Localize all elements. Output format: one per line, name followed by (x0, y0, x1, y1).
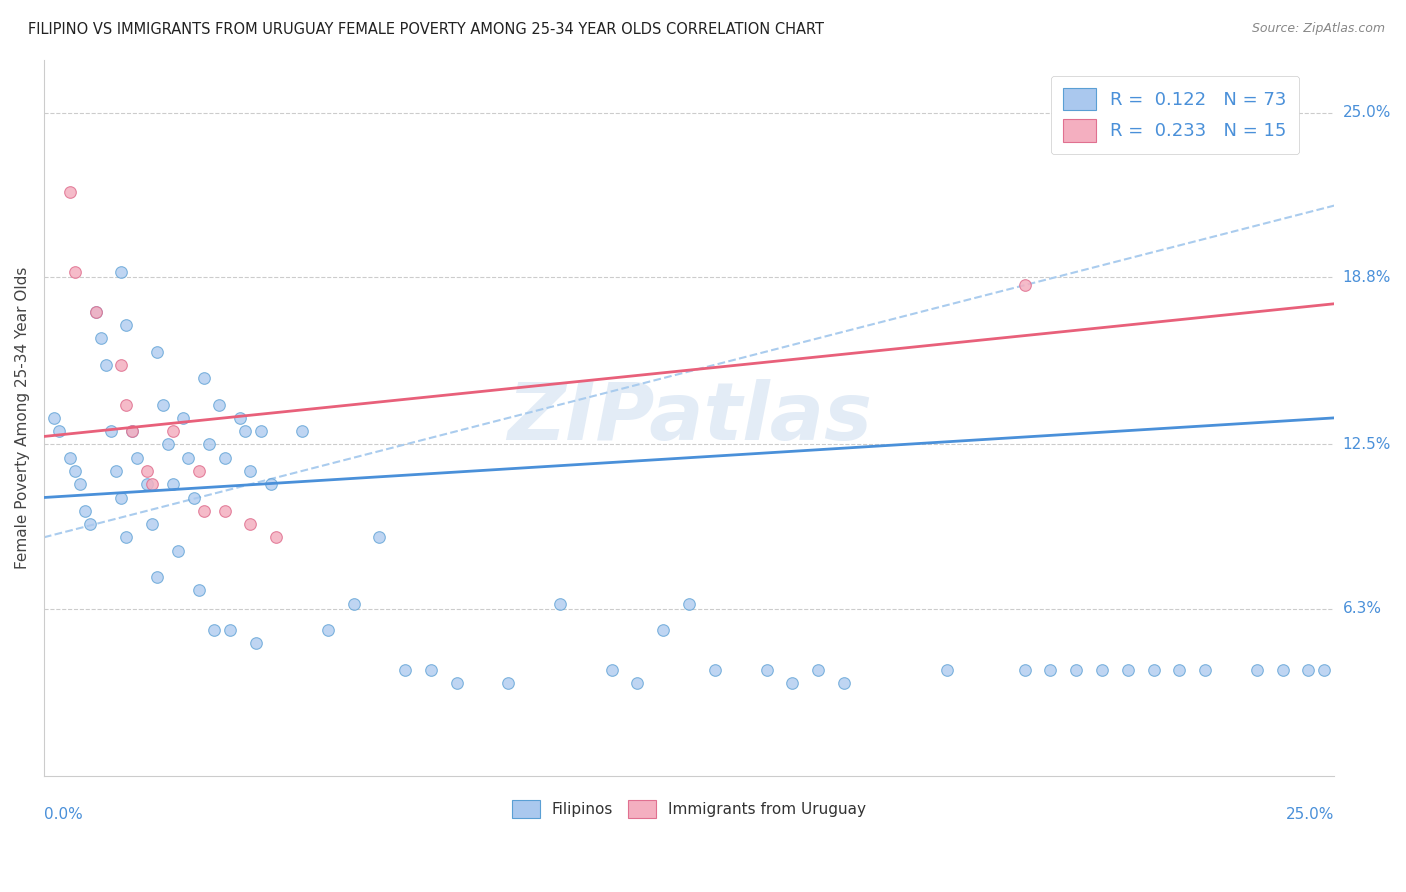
Point (152, 398, 174, 412)
Point (115, 530, 138, 544)
Point (136, 464, 159, 478)
Point (59, 186, 82, 200)
Point (233, 424, 256, 438)
Point (1014, 278, 1036, 293)
Point (678, 597, 700, 611)
Point (59, 450, 82, 465)
Legend: Filipinos, Immigrants from Uruguay: Filipinos, Immigrants from Uruguay (505, 792, 873, 826)
Point (498, 676, 520, 690)
Point (703, 663, 725, 677)
Text: 12.5%: 12.5% (1343, 437, 1391, 452)
Text: 18.8%: 18.8% (1343, 269, 1391, 285)
Point (316, 624, 339, 638)
Point (342, 597, 364, 611)
Point (84, 304, 107, 318)
Point (121, 424, 143, 438)
Text: 6.3%: 6.3% (1343, 601, 1382, 616)
Point (1064, 663, 1087, 677)
Point (162, 424, 184, 438)
Y-axis label: Female Poverty Among 25-34 Year Olds: Female Poverty Among 25-34 Year Olds (15, 267, 30, 569)
Text: FILIPINO VS IMMIGRANTS FROM URUGUAY FEMALE POVERTY AMONG 25-34 YEAR OLDS CORRELA: FILIPINO VS IMMIGRANTS FROM URUGUAY FEMA… (28, 22, 824, 37)
Point (1168, 663, 1191, 677)
Point (90, 331, 112, 345)
Point (249, 424, 271, 438)
Point (239, 464, 262, 478)
Point (146, 344, 169, 359)
Point (177, 450, 200, 465)
Point (183, 491, 205, 505)
Point (110, 265, 132, 279)
Point (94, 358, 117, 372)
Point (63, 265, 86, 279)
Point (652, 624, 675, 638)
Point (782, 676, 804, 690)
Point (368, 530, 391, 544)
Point (208, 398, 231, 412)
Point (1298, 663, 1320, 677)
Point (48, 424, 70, 438)
Point (420, 663, 443, 677)
Point (755, 663, 778, 677)
Point (100, 424, 122, 438)
Point (214, 450, 236, 465)
Point (110, 358, 132, 372)
Point (239, 516, 262, 531)
Point (1194, 663, 1216, 677)
Point (1271, 663, 1294, 677)
Point (260, 477, 283, 491)
Point (105, 464, 128, 478)
Point (69, 477, 91, 491)
Point (63, 464, 86, 478)
Point (832, 676, 855, 690)
Point (121, 424, 143, 438)
Point (1313, 663, 1336, 677)
Point (264, 530, 287, 544)
Point (141, 516, 163, 531)
Point (245, 636, 267, 650)
Point (115, 318, 138, 332)
Point (1039, 663, 1062, 677)
Point (394, 663, 416, 677)
Point (115, 398, 138, 412)
Point (198, 437, 221, 451)
Point (136, 477, 159, 491)
Point (172, 410, 194, 425)
Point (548, 597, 571, 611)
Text: 25.0%: 25.0% (1343, 105, 1391, 120)
Point (218, 624, 240, 638)
Point (1014, 663, 1036, 677)
Point (141, 477, 163, 491)
Point (162, 477, 184, 491)
Point (229, 410, 252, 425)
Point (193, 504, 215, 518)
Point (807, 663, 830, 677)
Point (156, 437, 179, 451)
Point (202, 624, 225, 638)
Point (1246, 663, 1268, 677)
Text: ZIPatlas: ZIPatlas (506, 379, 872, 457)
Point (446, 676, 468, 690)
Point (600, 663, 623, 677)
Point (1143, 663, 1166, 677)
Point (214, 504, 236, 518)
Text: 25.0%: 25.0% (1286, 806, 1334, 822)
Point (79, 516, 101, 531)
Point (291, 424, 314, 438)
Text: 0.0%: 0.0% (44, 806, 83, 822)
Point (75, 504, 97, 518)
Point (936, 663, 959, 677)
Point (110, 491, 132, 505)
Point (1116, 663, 1139, 677)
Point (125, 450, 148, 465)
Point (44, 410, 66, 425)
Point (167, 543, 190, 558)
Point (187, 583, 209, 598)
Text: Source: ZipAtlas.com: Source: ZipAtlas.com (1251, 22, 1385, 36)
Point (187, 464, 209, 478)
Point (146, 570, 169, 584)
Point (1091, 663, 1114, 677)
Point (193, 371, 215, 385)
Point (84, 304, 107, 318)
Point (626, 676, 648, 690)
